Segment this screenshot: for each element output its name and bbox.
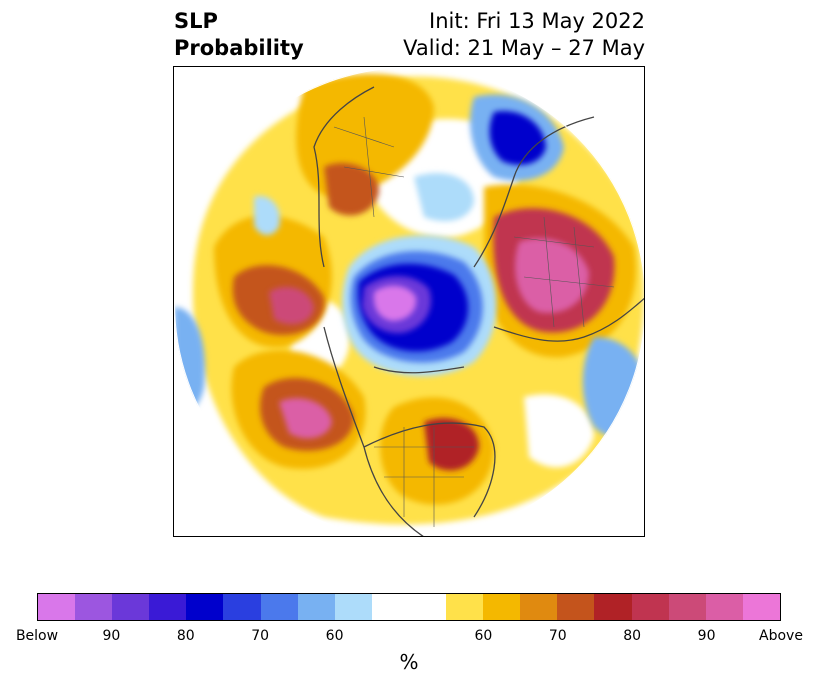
title-quantity: Probability — [174, 36, 304, 60]
colorbar-tick-label: 70 — [548, 628, 567, 644]
colorbar-tick-label: Below — [15, 628, 59, 644]
colorbar-segment — [223, 594, 261, 620]
colorbar-segment — [260, 594, 298, 620]
colorbar-segment — [186, 594, 224, 620]
valid-range-label: Valid: 21 May – 27 May — [403, 36, 645, 60]
colorbar-tick-label: 80 — [623, 628, 642, 644]
colorbar-tick-label: 70 — [251, 628, 270, 644]
colorbar-segment — [520, 594, 558, 620]
colorbar-tick-label: 90 — [102, 628, 121, 644]
polar-map-svg — [174, 67, 644, 536]
colorbar-segment — [297, 594, 335, 620]
probability-colorbar — [37, 593, 781, 621]
colorbar-segment — [75, 594, 113, 620]
colorbar-segment — [668, 594, 706, 620]
init-date-label: Init: Fri 13 May 2022 — [429, 9, 645, 33]
map-title-left: SLP Probability — [174, 8, 304, 62]
colorbar-tick-label: 60 — [474, 628, 493, 644]
colorbar-segment — [557, 594, 595, 620]
colorbar-segment — [483, 594, 521, 620]
polar-map — [173, 66, 645, 537]
colorbar-segment — [742, 594, 780, 620]
colorbar-segment — [371, 594, 409, 620]
colorbar-tick-label: 90 — [697, 628, 716, 644]
colorbar-segment — [594, 594, 632, 620]
probability-field — [174, 67, 644, 536]
colorbar-segment — [149, 594, 187, 620]
title-variable: SLP — [174, 9, 218, 33]
colorbar-tick-label: Above — [759, 628, 803, 644]
colorbar-segment — [631, 594, 669, 620]
colorbar-segment — [334, 594, 372, 620]
colorbar-segment — [446, 594, 484, 620]
map-title-right: Init: Fri 13 May 2022 Valid: 21 May – 27… — [403, 8, 645, 62]
colorbar-tick-label: 80 — [176, 628, 195, 644]
colorbar-segment — [408, 594, 447, 620]
colorbar-unit-label: % — [399, 650, 419, 674]
colorbar-segment — [38, 594, 76, 620]
coastlines — [313, 86, 644, 536]
colorbar-segment — [705, 594, 743, 620]
political-borders — [333, 116, 615, 527]
colorbar-segment — [112, 594, 150, 620]
colorbar-tick-label: 60 — [325, 628, 344, 644]
